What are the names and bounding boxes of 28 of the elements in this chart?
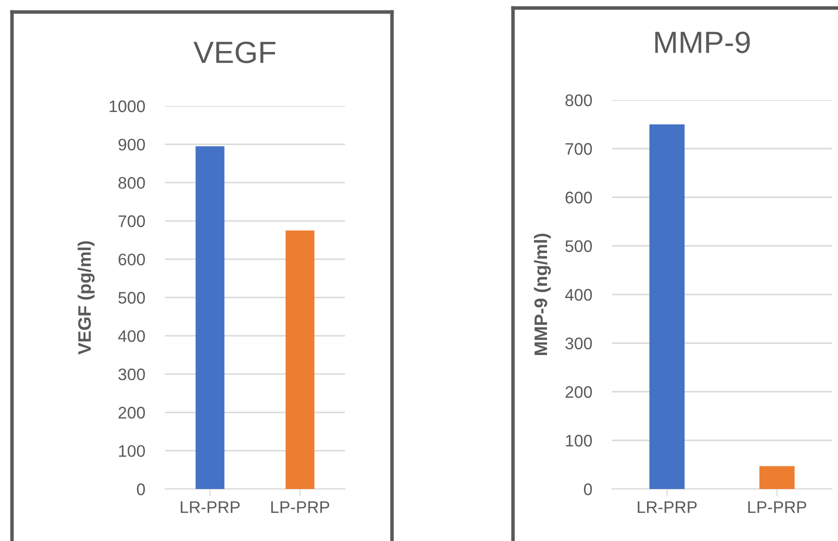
y-tick-label: 600 (118, 254, 145, 266)
y-tick-label: 0 (584, 483, 592, 496)
y-tick-label: 1000 (110, 100, 145, 112)
y-tick-label: 100 (119, 445, 145, 457)
y-tick-label: 700 (566, 143, 592, 155)
y-tick-label: 400 (118, 330, 145, 342)
chart-title: VEGF (194, 42, 276, 64)
chart-title: MMP-9 (655, 32, 750, 54)
y-axis-title: VEGF (pg/ml) (78, 241, 95, 355)
y-tick-label: 800 (118, 177, 145, 189)
y-tick-label: 700 (118, 215, 145, 228)
y-tick-label: 0 (136, 483, 145, 496)
y-tick-label: 600 (566, 192, 592, 204)
y-tick-label: 400 (565, 288, 592, 301)
x-tick-label: LR-PRP (180, 501, 240, 513)
y-tick-label: 300 (565, 338, 592, 350)
y-tick-label: 500 (565, 240, 592, 252)
y-tick-label: 900 (118, 138, 145, 151)
y-tick-label: 200 (566, 386, 592, 398)
x-tick-label: LP-PRP (271, 501, 330, 513)
y-tick-label: 200 (118, 406, 145, 419)
x-tick-label: LP-PRP (748, 501, 806, 513)
y-tick-label: 800 (565, 94, 592, 106)
x-tick-label: LR-PRP (638, 501, 697, 513)
y-tick-label: 100 (566, 434, 592, 447)
y-tick-label: 500 (118, 292, 145, 304)
y-axis-title: MMP-9 (ng/ml) (534, 234, 551, 355)
y-tick-label: 300 (118, 368, 145, 380)
